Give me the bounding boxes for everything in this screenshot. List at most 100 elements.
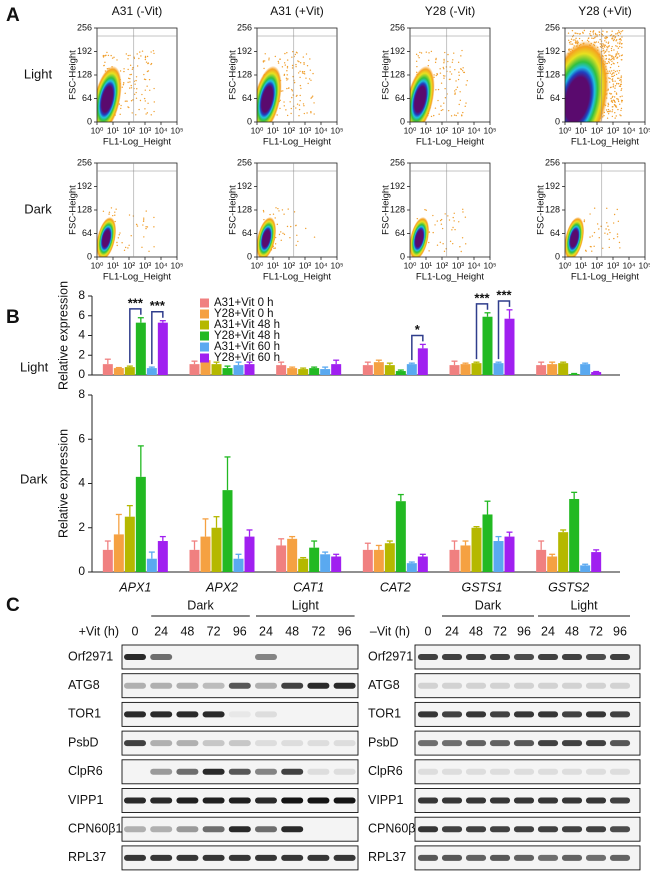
event-dot [144, 108, 146, 110]
event-dot [311, 95, 314, 97]
bar [233, 558, 244, 572]
event-dot [608, 81, 611, 83]
blot-band [281, 682, 304, 689]
event-dot [612, 85, 615, 87]
event-dot [616, 82, 618, 85]
bar [569, 498, 580, 572]
x-tick-label: 10³ [299, 260, 311, 270]
event-dot [620, 88, 623, 90]
event-dot [136, 65, 139, 67]
event-dot [116, 59, 118, 61]
blot-band [228, 854, 251, 861]
event-dot [146, 112, 149, 114]
y-tick-label: 192 [77, 181, 92, 191]
bar [580, 364, 591, 375]
event-dot [463, 71, 466, 74]
event-dot [292, 50, 294, 53]
event-dot [284, 52, 286, 55]
event-dot [616, 70, 618, 72]
density-cloud [257, 216, 277, 257]
panel-label: C [6, 595, 20, 616]
event-dot [454, 90, 456, 92]
bar [569, 374, 580, 375]
event-dot [613, 58, 615, 61]
blot-band [281, 854, 304, 861]
event-dot [434, 61, 437, 64]
event-dot [614, 80, 616, 82]
event-dot [611, 106, 614, 108]
event-dot [570, 38, 573, 40]
event-dot [595, 33, 597, 36]
bar [558, 363, 569, 375]
bar [276, 365, 287, 375]
event-dot [132, 67, 134, 69]
bar [373, 549, 384, 572]
blot-band [537, 854, 559, 861]
event-dot [126, 100, 128, 102]
lane-label: 72 [311, 624, 325, 638]
event-dot [280, 231, 282, 233]
event-dot [123, 82, 125, 84]
event-dot [297, 60, 299, 62]
event-dot [458, 221, 460, 223]
y-axis-label: Relative expression [56, 429, 70, 538]
event-dot [282, 232, 284, 235]
event-dot [145, 61, 148, 63]
blot-band [150, 654, 173, 660]
event-dot [608, 70, 611, 72]
blot-band [307, 682, 330, 689]
event-dot [274, 55, 277, 58]
blot-band [537, 740, 559, 747]
event-dot [298, 115, 300, 117]
event-dot [434, 107, 437, 109]
event-dot [436, 73, 439, 76]
event-dot [582, 31, 584, 34]
event-dot [606, 48, 608, 51]
event-dot [442, 75, 445, 77]
event-dot [611, 79, 613, 81]
event-dot [604, 54, 606, 57]
row-label: CPN60β1 [368, 821, 422, 835]
event-dot [611, 60, 613, 62]
event-dot [274, 247, 276, 249]
blot-band [333, 797, 356, 804]
blot-band [228, 682, 251, 689]
event-dot [445, 248, 447, 250]
x-tick-label: 10⁴ [622, 125, 635, 135]
event-dot [458, 71, 460, 73]
bar [591, 552, 602, 572]
event-dot [136, 88, 138, 90]
event-dot [606, 117, 609, 119]
x-tick-label: 10⁴ [314, 260, 327, 270]
event-dot [306, 112, 308, 114]
event-dot [607, 103, 610, 106]
event-dot [449, 240, 452, 243]
event-dot [440, 82, 443, 84]
event-dot [598, 237, 600, 239]
event-dot [136, 53, 138, 55]
blot-band [441, 654, 463, 660]
event-dot [618, 31, 621, 34]
density-plot [410, 49, 468, 122]
significance-bracket [475, 303, 489, 360]
event-dot [610, 58, 613, 61]
blot-band [537, 711, 559, 718]
event-dot [286, 51, 288, 54]
event-dot [432, 214, 434, 217]
y-axis-label: FSC-Height [228, 50, 239, 100]
bar [449, 549, 460, 572]
x-tick-label: 10³ [452, 260, 464, 270]
event-dot [122, 84, 125, 86]
event-dot [277, 60, 280, 63]
event-dot [454, 93, 456, 95]
event-dot [620, 75, 623, 77]
event-dot [150, 63, 152, 66]
event-dot [591, 235, 594, 237]
bar [362, 365, 373, 375]
event-dot [453, 220, 455, 222]
event-dot [609, 59, 612, 61]
event-dot [619, 45, 621, 48]
bar [384, 543, 395, 572]
event-dot [110, 54, 112, 57]
